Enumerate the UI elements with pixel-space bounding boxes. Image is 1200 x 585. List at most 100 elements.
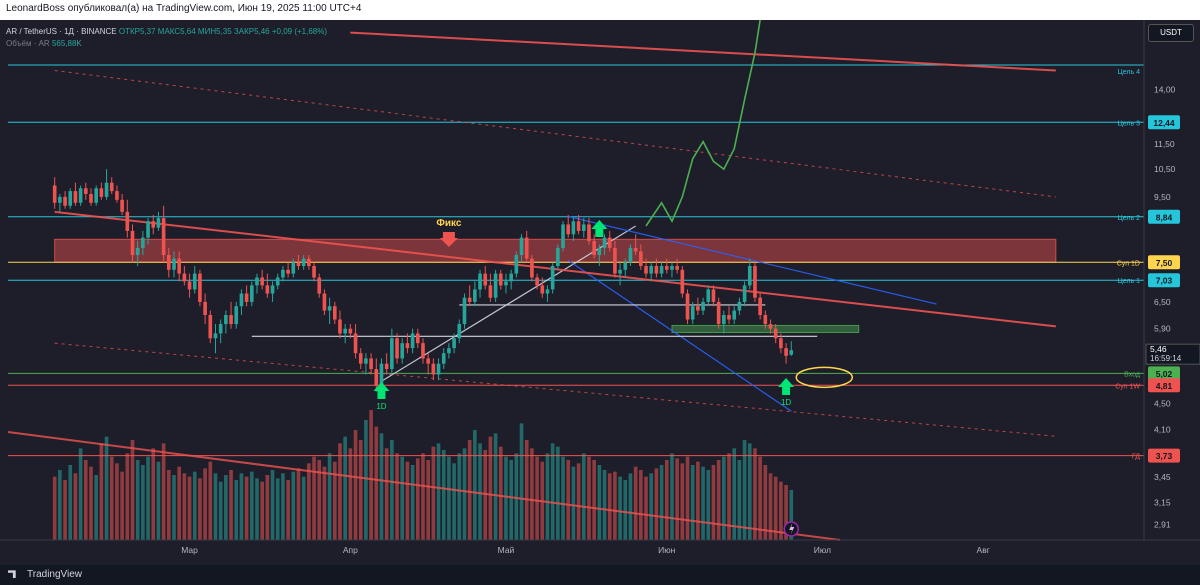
volume-bar	[680, 463, 685, 540]
candle-body	[742, 285, 747, 302]
volume-bar	[177, 466, 181, 540]
volume-bar	[498, 446, 503, 540]
price-chart[interactable]: Фикс 1D 1D 14,00 11,50 10,50 9,50 6,50 5,90 4,50…	[0, 20, 1200, 565]
volume-bar	[213, 473, 218, 540]
candle-body	[431, 363, 436, 375]
price-axis: 14,00 11,50 10,50 9,50 6,50 5,90 4,50 4,10 3,45 3…	[1115, 20, 1200, 565]
volume-bar	[737, 460, 742, 540]
volume-bar	[338, 443, 342, 540]
volume-bar	[654, 468, 659, 540]
volume-bar	[644, 476, 648, 540]
y-tick-label: 2,91	[1154, 519, 1171, 529]
chart-legend: AR / TetherUS · 1Д · BINANCE ОТКР5,37 МА…	[6, 26, 327, 50]
candle-body	[530, 258, 534, 278]
candle-body	[535, 277, 539, 286]
currency-button[interactable]: USDT	[1148, 24, 1194, 42]
candle-body	[312, 266, 316, 278]
candle-body	[452, 338, 456, 349]
candle-body	[218, 324, 223, 334]
volume-bar	[483, 450, 488, 540]
candle-body	[504, 281, 508, 286]
candle-body	[307, 258, 311, 267]
volume-bar	[384, 448, 389, 540]
candle-body	[379, 363, 384, 386]
legend-volume-label[interactable]: Объём · AR	[6, 39, 50, 48]
level-note: Суп 1W	[1115, 383, 1140, 390]
signal-arrow-icon	[373, 382, 390, 399]
candle-body	[524, 237, 529, 259]
candle-body	[358, 353, 363, 364]
candle-body	[670, 266, 674, 270]
volume-bar	[317, 460, 322, 540]
volume-bar	[161, 443, 166, 540]
candle-body	[151, 221, 156, 228]
candle-body	[275, 277, 280, 286]
candle-body	[592, 241, 596, 256]
candle-body	[322, 293, 327, 311]
candle-body	[120, 199, 124, 212]
volume-bar	[602, 470, 607, 540]
volume-bar	[275, 478, 280, 540]
candle-body	[685, 293, 690, 320]
volume-bar	[358, 440, 363, 540]
volume-bar	[141, 465, 145, 540]
volume-bar	[639, 470, 643, 540]
candle-body	[374, 369, 379, 386]
candle-body	[633, 247, 638, 252]
candle-body	[405, 343, 410, 349]
candle-body	[187, 281, 192, 290]
volume-bar	[369, 410, 373, 540]
volume-bar	[410, 465, 415, 540]
candle-body	[550, 266, 555, 290]
volume-bar	[115, 463, 119, 540]
candle-body	[52, 185, 57, 203]
candle-body	[208, 314, 213, 339]
publisher-header: LeonardBoss опубликовал(а) на TradingVie…	[0, 0, 1200, 20]
volume-bar	[89, 466, 93, 540]
volume-bar	[109, 456, 114, 540]
x-tick-label: Авг	[977, 545, 990, 555]
x-tick-label: Мар	[181, 545, 198, 555]
candle-body	[753, 266, 757, 298]
volume-bar	[452, 463, 456, 540]
volume-bar	[649, 473, 654, 540]
legend-symbol[interactable]: AR / TetherUS · 1Д · BINANCE	[6, 27, 117, 36]
volume-bar	[327, 453, 332, 540]
price-badge	[1148, 255, 1180, 270]
candle-body	[488, 285, 493, 298]
price-projection-path	[645, 20, 761, 227]
volume-bar	[675, 458, 679, 540]
candle-body	[260, 277, 264, 286]
price-badge-value: 7,50	[1156, 258, 1173, 268]
price-zone	[54, 238, 1057, 263]
volume-bar	[545, 453, 550, 540]
candle-body	[83, 188, 88, 194]
volume-bar	[255, 478, 259, 540]
candle-body	[768, 324, 773, 329]
volume-bar	[431, 446, 436, 540]
candle-body	[73, 191, 78, 203]
volume-trend-line	[7, 431, 841, 541]
volume-bar	[130, 440, 135, 540]
volume-bar	[78, 448, 83, 540]
volume-bar	[633, 466, 638, 540]
candle-body	[255, 277, 259, 286]
candle-body	[353, 333, 358, 354]
volume-bar	[550, 443, 555, 540]
price-badge	[1148, 448, 1180, 463]
candle-body	[696, 306, 700, 311]
price-badge	[1148, 273, 1180, 288]
volume-bar	[685, 456, 690, 540]
tradingview-logo[interactable]: TradingView	[8, 569, 82, 580]
candle-body	[597, 247, 602, 256]
volume-bar	[348, 448, 353, 540]
volume-bar	[561, 456, 565, 540]
volume-bar	[690, 465, 695, 540]
volume-bar	[592, 460, 596, 540]
volume-bar	[281, 473, 285, 540]
candle-body	[493, 273, 498, 298]
volume-bar	[249, 471, 254, 540]
candle-body	[296, 262, 301, 267]
volume-bar	[462, 448, 467, 540]
volume-bar	[198, 478, 202, 540]
